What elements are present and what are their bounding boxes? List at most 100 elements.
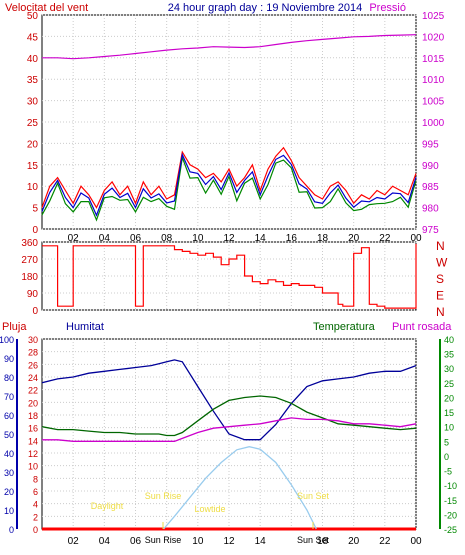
rain-tick-label: 22 <box>28 386 38 396</box>
humidity-tick-label: 20 <box>4 487 14 497</box>
temperature-tick-label: -20 <box>444 510 457 520</box>
temperature-axis: -25 -20 -15 -10 -5 0 5 10 15 20 25 30 35 40 <box>444 335 457 535</box>
sunrise-event: Sun Rise <box>145 491 182 501</box>
x-tick-label: 22 <box>379 233 391 244</box>
pressure-axis: 975 980 985 990 995 1000 1005 1010 1015 1020 1025 <box>422 11 445 236</box>
rain-tick-label: 16 <box>28 424 38 434</box>
x-tick-label: 16 <box>286 233 298 244</box>
wind-tick-label: 15 <box>27 161 39 172</box>
humidity-temp-series <box>41 359 417 531</box>
x-tick-label: 00 <box>410 536 422 547</box>
lowtide-event: Lowtide <box>194 504 225 514</box>
daylight-event: Daylight <box>91 501 124 511</box>
temperature-tick-label: -5 <box>444 467 452 477</box>
x-tick-label: 20 <box>348 536 360 547</box>
humidity-tick-label: 80 <box>4 373 14 383</box>
humidity-tick-label: 30 <box>4 468 14 478</box>
x-tick-label: 00 <box>410 233 422 244</box>
rain-tick-label: 30 <box>28 335 38 345</box>
x-tick-label: 14 <box>255 536 267 547</box>
humidity-tick-label: 100 <box>0 335 14 345</box>
pressure-tick-label: 1010 <box>422 75 445 86</box>
x-tick-label: 18 <box>317 233 329 244</box>
x-tick-label: 14 <box>255 233 267 244</box>
compass-letter: W <box>436 256 448 270</box>
temperature-tick-label: 0 <box>444 452 449 462</box>
humidity-tick-label: 40 <box>4 449 14 459</box>
x-tick-label: 12 <box>223 536 235 547</box>
wind-tick-label: 35 <box>27 75 39 86</box>
temperature-tick-label: -25 <box>444 525 457 535</box>
humidity-tick-label: 50 <box>4 430 14 440</box>
humidity-tick-label: 90 <box>4 354 14 364</box>
temperature-tick-label: 5 <box>444 437 449 447</box>
rain-tick-label: 8 <box>33 474 38 484</box>
pressure-tick-label: 975 <box>422 225 439 236</box>
pressure-line <box>42 34 417 60</box>
temperature-tick-label: 10 <box>444 423 454 433</box>
compass-letter: S <box>436 272 444 286</box>
wind-direction-line <box>42 243 417 309</box>
humidity-tick-label: 70 <box>4 392 14 402</box>
temperature-label: Temperatura <box>313 321 376 333</box>
humidity-axis: 0 10 20 30 40 50 60 70 80 90 100 <box>0 335 14 535</box>
rain-tick-label: 6 <box>33 487 38 497</box>
rain-tick-label: 28 <box>28 348 38 358</box>
pressure-tick-label: 1020 <box>422 32 445 43</box>
temperature-tick-label: 15 <box>444 408 454 418</box>
temperature-tick-label: -15 <box>444 496 457 506</box>
solar-curve <box>163 446 317 530</box>
x-tick-label: 06 <box>130 536 142 547</box>
direction-tick-label: 360 <box>21 238 38 249</box>
pressure-tick-label: 990 <box>422 161 439 172</box>
temperature-line <box>41 395 417 437</box>
x-tick-label: 04 <box>99 233 111 244</box>
temperature-tick-label: 25 <box>444 379 454 389</box>
x-tick-label: 02 <box>68 233 80 244</box>
sunrise-axis-label: Sun Rise <box>145 535 182 545</box>
compass-letter: N <box>436 239 445 253</box>
x-tick-label: 08 <box>161 233 173 244</box>
direction-degree-axis: 0 90 180 270 360 <box>21 238 38 317</box>
direction-tick-label: 270 <box>21 255 38 266</box>
wind-tick-label: 30 <box>27 97 39 108</box>
x-tick-label: 04 <box>99 536 111 547</box>
x-tick-label: 22 <box>379 536 391 547</box>
humidity-tick-label: 60 <box>4 411 14 421</box>
wind-tick-label: 20 <box>27 139 39 150</box>
wind-tick-label: 0 <box>32 225 38 236</box>
humidity-label: Humitat <box>66 321 104 333</box>
temperature-tick-label: 35 <box>444 350 454 360</box>
compass-letter: N <box>436 305 445 319</box>
rain-tick-label: 20 <box>28 398 38 408</box>
x-tick-label: 10 <box>192 536 204 547</box>
wind-tick-label: 10 <box>27 182 39 193</box>
wind-min-line <box>41 155 417 222</box>
wind-pressure-x-axis: 02 04 06 08 10 12 14 16 18 20 22 00 <box>68 233 422 244</box>
humidity-tick-label: 10 <box>4 506 14 516</box>
dewpoint-line <box>42 417 417 442</box>
wind-speed-axis: 0 5 10 15 20 25 30 35 40 45 50 <box>27 11 39 236</box>
graph-title: 24 hour graph day : 19 Noviembre 2014 <box>168 2 362 14</box>
wind-tick-label: 5 <box>32 204 38 215</box>
pressure-tick-label: 1015 <box>422 54 445 65</box>
temperature-tick-label: -10 <box>444 481 457 491</box>
rain-tick-label: 14 <box>28 436 38 446</box>
rain-tick-label: 12 <box>28 449 38 459</box>
wind-direction-series <box>42 243 417 309</box>
temperature-tick-label: 20 <box>444 393 454 403</box>
sunset-axis-label: Sun Set <box>297 535 330 545</box>
x-tick-label: 12 <box>223 233 235 244</box>
x-tick-label: 06 <box>130 233 142 244</box>
rain-label: Pluja <box>2 321 27 333</box>
wind-speed-title: Velocitat del vent <box>5 2 88 14</box>
rain-tick-label: 0 <box>33 525 38 535</box>
compass-letter: E <box>436 289 444 303</box>
rain-tick-label: 24 <box>28 373 38 383</box>
wind-tick-label: 50 <box>27 11 39 22</box>
rain-tick-label: 18 <box>28 411 38 421</box>
rain-tick-label: 26 <box>28 360 38 370</box>
